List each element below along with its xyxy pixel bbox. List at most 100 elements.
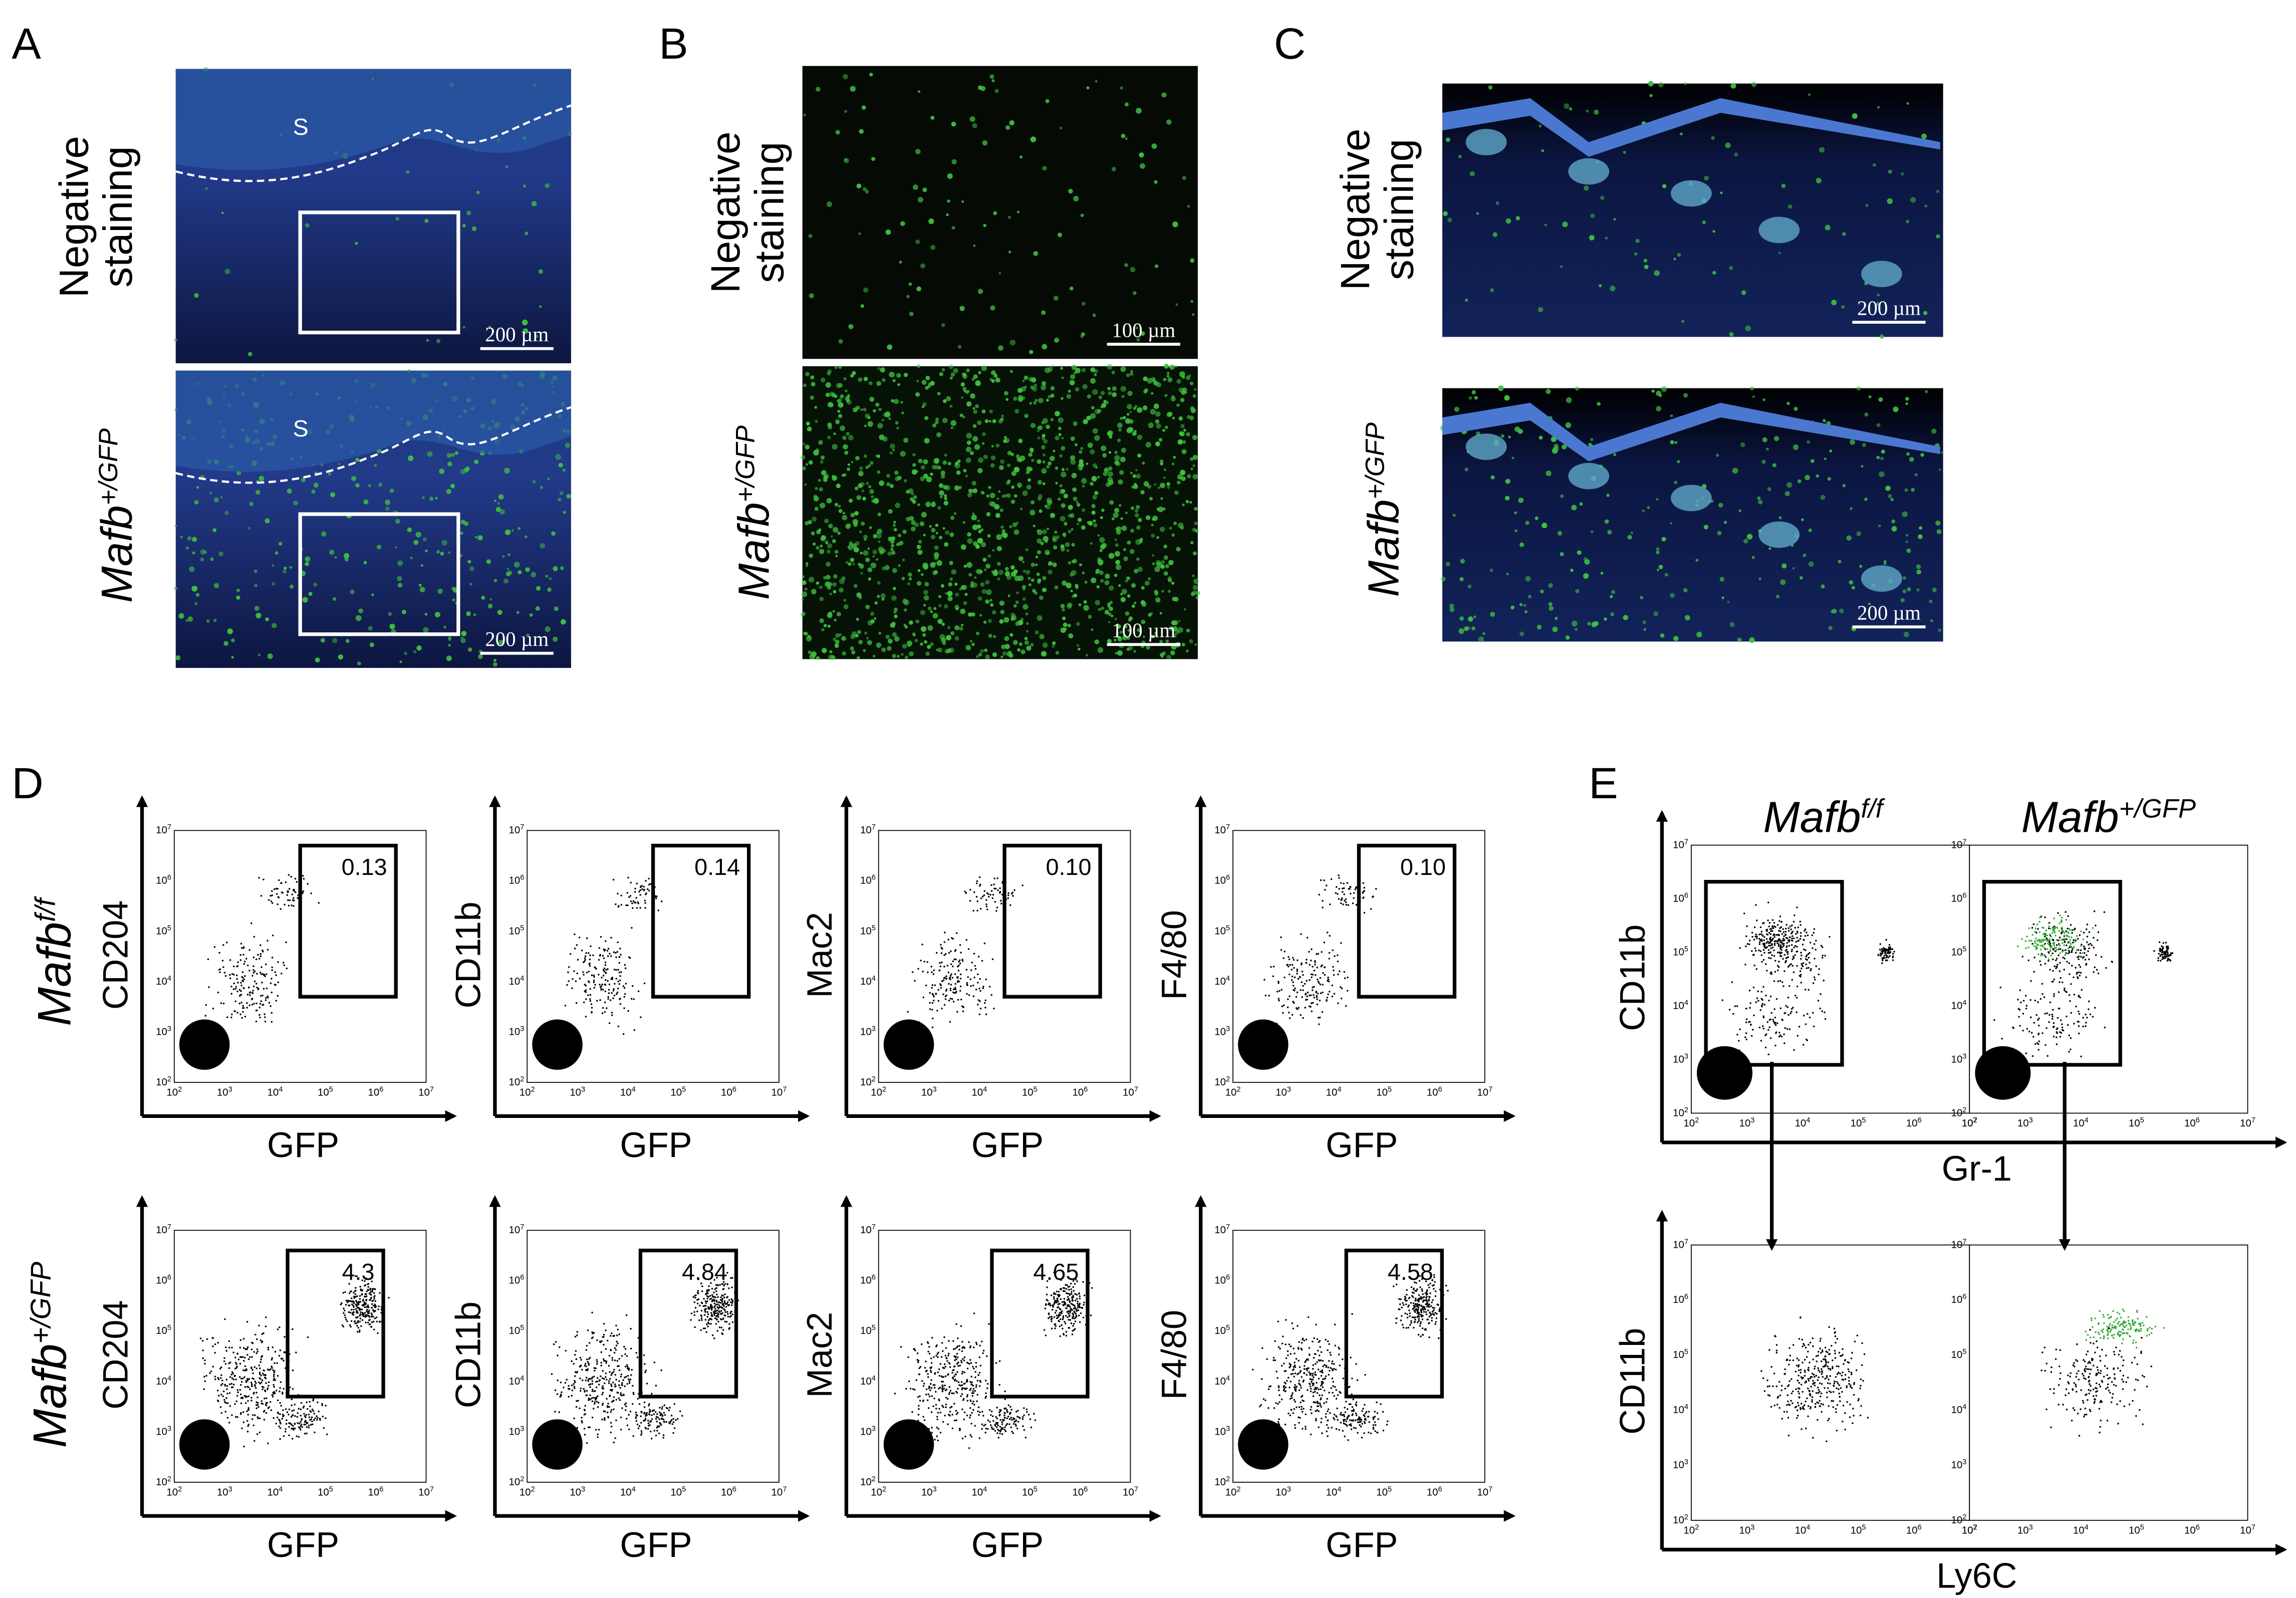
event-dot	[1355, 903, 1358, 906]
fluor-dot	[448, 644, 451, 647]
event-dot	[628, 1428, 630, 1431]
fluor-dot	[1941, 451, 1944, 454]
fluor-dot	[1079, 459, 1084, 464]
event-dot	[349, 1324, 351, 1326]
event-dot	[599, 984, 601, 986]
fluor-dot	[957, 345, 962, 349]
fluor-dot	[956, 470, 961, 475]
event-dot	[657, 1417, 659, 1419]
event-dot	[600, 1351, 602, 1353]
fluor-dot	[1527, 595, 1532, 599]
boundary	[175, 406, 572, 484]
event-dot	[607, 996, 609, 998]
event-dot	[291, 1438, 294, 1440]
event-dot	[314, 1417, 316, 1420]
event-dot	[1340, 899, 1342, 901]
tick-exp: 7	[167, 1223, 171, 1231]
event-dot	[608, 989, 610, 991]
fluor-dot	[523, 184, 527, 188]
fluor-dot	[890, 548, 894, 551]
event-dot	[266, 973, 268, 975]
event-dot	[1335, 886, 1338, 888]
fluor-dot	[935, 523, 939, 527]
fluor-dot	[1781, 563, 1787, 569]
event-dot	[608, 1364, 610, 1367]
event-dot	[279, 1402, 281, 1404]
event-dot	[214, 1376, 216, 1378]
fluor-dot	[1123, 556, 1128, 561]
event-dot	[278, 1419, 280, 1421]
fluor-dot	[847, 463, 850, 466]
fluor-dot	[1174, 365, 1177, 368]
event-dot	[624, 1385, 626, 1388]
event-dot	[931, 987, 933, 989]
fluor-dot	[1192, 464, 1195, 468]
fluor-dot	[505, 165, 508, 168]
event-dot	[253, 1366, 256, 1368]
event-dot	[625, 1405, 627, 1408]
fluor-dot	[1566, 397, 1572, 403]
event-dot	[662, 1434, 665, 1436]
event-dot	[596, 1339, 598, 1341]
fluor-dot	[808, 576, 815, 583]
event-dot	[700, 1329, 702, 1331]
fluor-dot	[1135, 469, 1138, 472]
fluor-dot	[1028, 583, 1032, 586]
fluor-dot	[844, 158, 849, 163]
fluor-dot	[1165, 564, 1169, 568]
fluor-dot	[1664, 573, 1668, 577]
event-dot	[243, 963, 245, 965]
gate-value: 0.10	[1400, 854, 1446, 880]
event-dot	[262, 1403, 264, 1405]
event-dot	[274, 1362, 276, 1364]
event-dot	[1337, 960, 1339, 963]
fluor-dot	[258, 653, 261, 656]
fluor-dot	[518, 570, 522, 575]
event-dot	[1306, 995, 1308, 998]
event-dot	[1296, 968, 1298, 971]
event-dot	[583, 974, 585, 976]
fluor-dot	[1031, 563, 1035, 567]
fluor-dot	[1161, 651, 1166, 656]
fluor-dot	[1028, 377, 1033, 382]
fluor-dot	[820, 377, 826, 383]
fluor-dot	[927, 625, 933, 631]
fluor-dot	[1063, 494, 1068, 499]
scale-label: 100 µm	[1112, 619, 1175, 642]
event-dot	[241, 976, 243, 978]
fluor-dot	[1139, 540, 1143, 543]
event-dot	[941, 980, 943, 982]
fluor-dot	[1066, 468, 1069, 471]
fluor-dot	[1482, 632, 1485, 635]
fluor-dot	[1490, 475, 1495, 480]
fluor-dot	[1053, 545, 1058, 550]
event-dot	[985, 905, 988, 907]
fluor-dot	[1159, 527, 1165, 532]
event-dot	[229, 974, 231, 976]
x-axis-label: GFP	[267, 1125, 339, 1165]
fluor-dot	[1033, 401, 1037, 405]
fluor-dot	[1000, 609, 1005, 614]
tick-base: 10	[267, 1486, 279, 1498]
event-dot	[943, 966, 945, 968]
fluor-dot	[1125, 611, 1130, 616]
event-dot	[653, 1409, 655, 1411]
fluor-dot	[876, 381, 881, 386]
event-dot	[1278, 998, 1280, 1000]
fluor-dot	[1127, 404, 1132, 409]
event-dot	[297, 897, 299, 899]
event-dot	[596, 1381, 599, 1383]
event-dot	[623, 1345, 625, 1348]
fluor-dot	[1182, 503, 1185, 507]
event-dot	[353, 1308, 355, 1311]
fluor-dot	[1684, 615, 1690, 621]
event-dot	[246, 1320, 248, 1323]
event-dot	[589, 1378, 592, 1380]
event-dot	[1320, 965, 1322, 968]
event-dot	[931, 1026, 934, 1028]
event-dot	[226, 1402, 229, 1404]
event-dot	[243, 1445, 245, 1448]
event-dot	[1326, 996, 1329, 999]
event-dot	[935, 993, 937, 995]
fluor-dot	[813, 542, 816, 546]
